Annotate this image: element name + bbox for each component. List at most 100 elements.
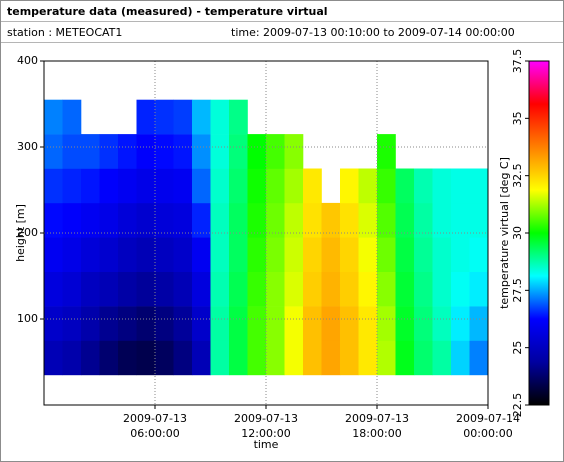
heat-cell xyxy=(229,168,248,204)
heat-cell xyxy=(377,134,396,169)
heat-cell xyxy=(377,202,396,238)
heat-cell xyxy=(414,271,433,307)
heat-cell xyxy=(44,134,63,169)
heat-cell xyxy=(266,202,285,238)
heat-cell xyxy=(451,271,470,307)
heat-cell xyxy=(173,237,193,272)
heat-cell xyxy=(173,271,193,307)
heat-cell xyxy=(284,271,304,307)
heat-cell xyxy=(451,168,470,204)
heat-cell xyxy=(192,271,211,307)
heat-cell xyxy=(62,306,82,341)
x-axis-label: time xyxy=(254,438,279,451)
heat-cell xyxy=(136,168,156,204)
heat-cell xyxy=(173,202,193,238)
x-tick-label: 2009-07-13 06:00:00 xyxy=(123,412,187,440)
heat-cell xyxy=(136,306,156,341)
heat-cell xyxy=(395,271,415,307)
heat-cell xyxy=(247,237,267,272)
heat-cell xyxy=(303,237,322,272)
heat-cell xyxy=(432,237,452,272)
heat-cell xyxy=(469,306,489,341)
heat-cell xyxy=(192,134,211,169)
heat-cell xyxy=(118,202,137,238)
heat-cell xyxy=(210,202,230,238)
heat-cell xyxy=(155,271,174,307)
heat-cell xyxy=(395,306,415,341)
heat-cell xyxy=(395,168,415,204)
heat-cell xyxy=(136,202,156,238)
heat-cell xyxy=(321,271,341,307)
heat-cell xyxy=(377,237,396,272)
heat-cell xyxy=(136,99,156,135)
heat-cell xyxy=(303,306,322,341)
heat-cell xyxy=(247,271,267,307)
heat-cell xyxy=(99,168,119,204)
heat-cell xyxy=(340,271,359,307)
heat-cell xyxy=(414,340,433,376)
colorbar-tick-label: 30 xyxy=(511,226,524,240)
y-tick-label: 200 xyxy=(17,226,38,239)
heat-cell xyxy=(99,340,119,376)
heat-cell xyxy=(99,202,119,238)
heat-cell xyxy=(192,99,211,135)
heat-cell xyxy=(469,271,489,307)
heat-cell xyxy=(136,237,156,272)
heat-cell xyxy=(44,306,63,341)
heat-cell xyxy=(377,340,396,376)
heat-cell xyxy=(469,340,489,376)
heat-cell xyxy=(321,237,341,272)
heat-cell xyxy=(469,202,489,238)
heat-cell xyxy=(414,202,433,238)
plot-frame xyxy=(43,60,489,406)
heat-cell xyxy=(266,134,285,169)
heat-cell xyxy=(432,168,452,204)
heat-cell xyxy=(81,271,100,307)
colorbar-label: temperature virtual [deg C] xyxy=(498,157,511,309)
heat-cell xyxy=(155,340,174,376)
heat-cell xyxy=(155,168,174,204)
heat-cell xyxy=(136,340,156,376)
heat-cell xyxy=(266,271,285,307)
heat-cell xyxy=(173,99,193,135)
colorbar-tick-label: 25 xyxy=(511,341,524,355)
heat-cell xyxy=(247,202,267,238)
heat-cell xyxy=(358,168,378,204)
heat-cell xyxy=(247,340,267,376)
y-axis-label: height [m] xyxy=(14,204,27,262)
heat-cell xyxy=(81,168,100,204)
time-range: time: 2009-07-13 00:10:00 to 2009-07-14 … xyxy=(231,26,515,39)
heat-cell xyxy=(81,134,100,169)
heat-cell xyxy=(210,271,230,307)
heat-cell xyxy=(81,237,100,272)
heat-cell xyxy=(210,168,230,204)
heat-cell xyxy=(192,202,211,238)
heat-cell xyxy=(303,271,322,307)
heat-cell xyxy=(192,306,211,341)
heat-cell xyxy=(229,271,248,307)
heat-cell xyxy=(62,271,82,307)
y-tick-label: 400 xyxy=(17,54,38,67)
colorbar-tick-label: 22.5 xyxy=(511,393,524,418)
y-tick-label: 300 xyxy=(17,140,38,153)
info-bar: station : METEOCAT1 time: 2009-07-13 00:… xyxy=(1,22,563,43)
heat-cell xyxy=(192,340,211,376)
heat-cell xyxy=(266,340,285,376)
heat-cell xyxy=(303,168,322,204)
heat-cell xyxy=(247,168,267,204)
heat-cell xyxy=(62,168,82,204)
station: station : METEOCAT1 xyxy=(7,26,123,39)
heat-cell xyxy=(155,202,174,238)
heat-cell xyxy=(44,237,63,272)
heat-cell xyxy=(173,134,193,169)
heat-cell xyxy=(395,202,415,238)
x-tick-label: 2009-07-14 00:00:00 xyxy=(456,412,520,440)
heat-cell xyxy=(266,306,285,341)
heat-cell xyxy=(303,202,322,238)
colorbar-tick-label: 32.5 xyxy=(511,163,524,188)
heat-cell xyxy=(266,237,285,272)
colorbar-tick-label: 37.5 xyxy=(511,49,524,74)
heat-cell xyxy=(284,168,304,204)
heat-cell xyxy=(358,202,378,238)
